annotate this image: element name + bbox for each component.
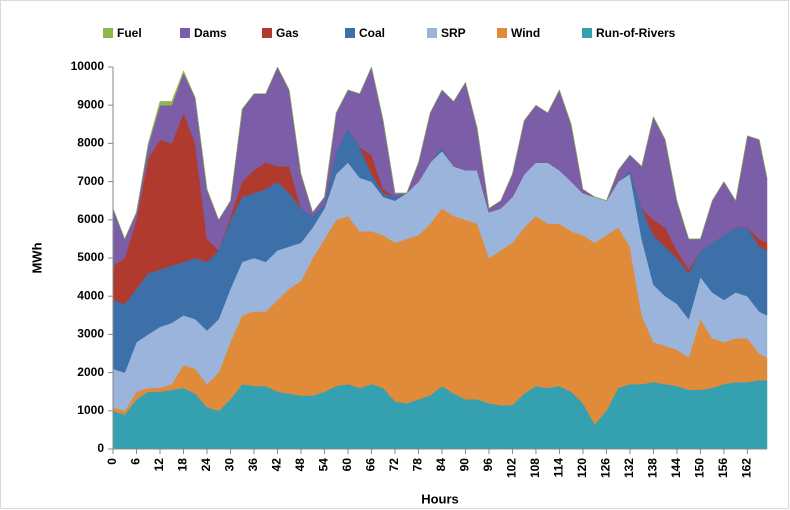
y-tick-label: 7000 [77, 174, 104, 188]
y-tick-label: 10000 [71, 59, 105, 73]
x-tick-label: 96 [481, 458, 495, 472]
x-tick-label: 108 [528, 458, 542, 478]
x-tick-label: 132 [622, 458, 636, 478]
legend-label: Run-of-Rivers [596, 26, 676, 40]
x-tick-label: 120 [575, 458, 589, 478]
x-tick-label: 162 [740, 458, 754, 478]
x-tick-label: 90 [458, 458, 472, 472]
legend-swatch [180, 28, 190, 38]
x-tick-label: 66 [364, 458, 378, 472]
y-tick-label: 9000 [77, 97, 104, 111]
y-tick-label: 4000 [77, 288, 104, 302]
x-tick-label: 42 [270, 458, 284, 472]
x-tick-label: 126 [599, 458, 613, 478]
y-axis-label: MWh [29, 242, 44, 273]
x-tick-label: 24 [199, 458, 213, 472]
x-axis-label: Hours [421, 491, 459, 506]
x-tick-label: 36 [246, 458, 260, 472]
x-tick-label: 78 [411, 458, 425, 472]
legend-label: Coal [359, 26, 385, 40]
x-tick-label: 18 [176, 458, 190, 472]
legend-swatch [497, 28, 507, 38]
legend-label: Dams [194, 26, 227, 40]
x-tick-label: 102 [505, 458, 519, 478]
x-tick-label: 6 [129, 458, 143, 465]
legend-swatch [345, 28, 355, 38]
x-tick-label: 0 [105, 458, 119, 465]
x-tick-label: 48 [293, 458, 307, 472]
x-tick-label: 12 [152, 458, 166, 472]
x-tick-label: 114 [552, 458, 566, 478]
y-tick-label: 3000 [77, 327, 104, 341]
x-tick-label: 72 [387, 458, 401, 472]
legend-swatch [427, 28, 437, 38]
legend-label: Fuel [117, 26, 142, 40]
area [112, 66, 768, 240]
y-tick-label: 8000 [77, 136, 104, 150]
legend-swatch [582, 28, 592, 38]
legend-label: Gas [276, 26, 299, 40]
x-tick-label: 54 [317, 458, 331, 472]
legend-label: Wind [511, 26, 540, 40]
y-tick-label: 2000 [77, 365, 104, 379]
legend-swatch [262, 28, 272, 38]
y-tick-label: 1000 [77, 403, 104, 417]
legend-swatch [103, 28, 113, 38]
x-tick-label: 30 [223, 458, 237, 472]
y-tick-label: 0 [97, 441, 104, 455]
x-tick-label: 156 [716, 458, 730, 478]
legend-label: SRP [441, 26, 466, 40]
x-tick-label: 144 [669, 458, 683, 478]
y-tick-label: 5000 [77, 250, 104, 264]
y-tick-label: 6000 [77, 212, 104, 226]
x-tick-label: 84 [434, 458, 448, 472]
x-tick-label: 138 [646, 458, 660, 478]
x-tick-label: 150 [693, 458, 707, 478]
x-tick-label: 60 [340, 458, 354, 472]
